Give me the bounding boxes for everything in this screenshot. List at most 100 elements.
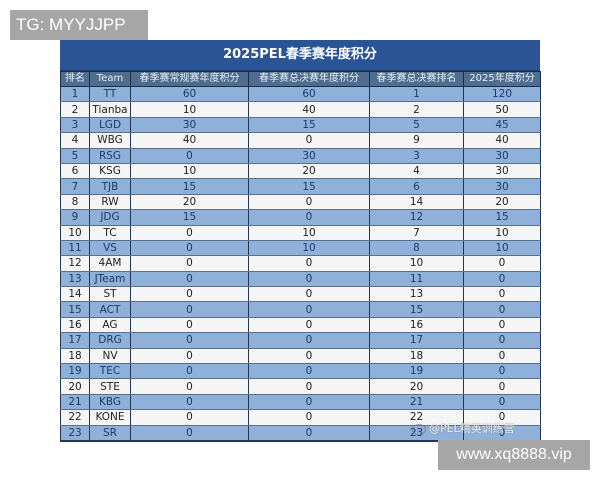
- cell-finals-points: 10: [248, 240, 370, 257]
- table-body: 1 TT 60 60 1 120 2 Tianba 10 40 2 50 3 LGD 30 15 5 45 4 WBG…: [60, 86, 541, 442]
- cell-rank: 21: [60, 394, 90, 411]
- weibo-icon: [412, 423, 426, 435]
- cell-regular-points: 20: [130, 194, 249, 211]
- cell-regular-points: 0: [130, 394, 249, 411]
- cell-finals-rank: 9: [369, 132, 464, 149]
- cell-regular-points: 0: [130, 363, 249, 380]
- cell-total-points: 0: [463, 301, 541, 318]
- cell-finals-points: 0: [248, 255, 370, 272]
- table-row: 16 AG 0 0 16 0: [60, 317, 541, 334]
- table-row: 21 KBG 0 0 21 0: [60, 394, 541, 411]
- cell-regular-points: 0: [130, 332, 249, 349]
- cell-team: SR: [89, 425, 131, 442]
- cell-rank: 23: [60, 425, 90, 442]
- table-row: 22 KONE 0 0 22 0: [60, 409, 541, 426]
- cell-finals-points: 0: [248, 425, 370, 442]
- cell-regular-points: 15: [130, 178, 249, 195]
- cell-total-points: 0: [463, 286, 541, 303]
- cell-rank: 22: [60, 409, 90, 426]
- cell-total-points: 30: [463, 178, 541, 195]
- cell-finals-points: 0: [248, 301, 370, 318]
- cell-total-points: 120: [463, 86, 541, 103]
- cell-regular-points: 0: [130, 286, 249, 303]
- cell-finals-rank: 14: [369, 194, 464, 211]
- cell-regular-points: 0: [130, 148, 249, 164]
- cell-rank: 1: [60, 86, 90, 103]
- cell-rank: 18: [60, 348, 90, 365]
- cell-team: TT: [89, 86, 131, 103]
- cell-team: WBG: [89, 132, 131, 149]
- cell-team: RW: [89, 194, 131, 211]
- cell-finals-rank: 5: [369, 117, 464, 134]
- cell-finals-rank: 20: [369, 378, 464, 395]
- cell-rank: 11: [60, 240, 90, 257]
- cell-team: TC: [89, 225, 131, 241]
- cell-regular-points: 0: [130, 271, 249, 288]
- cell-finals-points: 0: [248, 363, 370, 380]
- table-row: 12 4AM 0 0 10 0: [60, 255, 541, 272]
- cell-team: KONE: [89, 409, 131, 426]
- cell-finals-points: 0: [248, 409, 370, 426]
- cell-rank: 14: [60, 286, 90, 303]
- cell-finals-points: 0: [248, 271, 370, 288]
- cell-finals-rank: 15: [369, 301, 464, 318]
- cell-regular-points: 10: [130, 163, 249, 180]
- standings-table: 排名 Team 春季赛常规赛年度积分 春季赛总决赛年度积分 春季赛总决赛排名 2…: [60, 71, 541, 442]
- cell-finals-points: 15: [248, 178, 370, 195]
- table-row: 1 TT 60 60 1 120: [60, 86, 541, 103]
- cell-team: NV: [89, 348, 131, 365]
- cell-finals-points: 20: [248, 163, 370, 180]
- cell-team: ST: [89, 286, 131, 303]
- cell-total-points: 40: [463, 132, 541, 149]
- cell-regular-points: 10: [130, 101, 249, 118]
- table-row: 18 NV 0 0 18 0: [60, 348, 541, 365]
- table-row: 13 JTeam 0 0 11 0: [60, 271, 541, 288]
- table-title: 2025PEL春季赛年度积分: [60, 40, 540, 71]
- cell-finals-rank: 22: [369, 409, 464, 426]
- cell-regular-points: 0: [130, 425, 249, 442]
- cell-finals-rank: 19: [369, 363, 464, 380]
- cell-rank: 4: [60, 132, 90, 149]
- cell-total-points: 45: [463, 117, 541, 134]
- cell-finals-rank: 21: [369, 394, 464, 411]
- header-total-points: 2025年度积分: [463, 71, 541, 87]
- cell-total-points: 20: [463, 194, 541, 211]
- cell-rank: 2: [60, 101, 90, 118]
- cell-total-points: 0: [463, 425, 541, 442]
- cell-team: STE: [89, 378, 131, 395]
- cell-total-points: 10: [463, 225, 541, 241]
- cell-total-points: 30: [463, 163, 541, 180]
- cell-finals-rank: 8: [369, 240, 464, 257]
- cell-rank: 13: [60, 271, 90, 288]
- cell-finals-points: 60: [248, 86, 370, 103]
- cell-regular-points: 0: [130, 317, 249, 334]
- cell-rank: 8: [60, 194, 90, 211]
- cell-total-points: 0: [463, 317, 541, 334]
- cell-regular-points: 0: [130, 301, 249, 318]
- cell-finals-points: 0: [248, 194, 370, 211]
- cell-rank: 9: [60, 209, 90, 226]
- header-team: Team: [89, 71, 131, 87]
- table-row: 3 LGD 30 15 5 45: [60, 117, 541, 134]
- cell-total-points: 50: [463, 101, 541, 118]
- cell-finals-points: 0: [248, 209, 370, 226]
- header-regular-points: 春季赛常规赛年度积分: [130, 71, 249, 87]
- cell-finals-points: 0: [248, 394, 370, 411]
- cell-finals-points: 0: [248, 317, 370, 334]
- cell-finals-rank: 12: [369, 209, 464, 226]
- header-row: 排名 Team 春季赛常规赛年度积分 春季赛总决赛年度积分 春季赛总决赛排名 2…: [60, 71, 541, 87]
- table-row: 6 KSG 10 20 4 30: [60, 163, 541, 180]
- cell-finals-rank: 13: [369, 286, 464, 303]
- cell-finals-rank: 10: [369, 255, 464, 272]
- cell-finals-points: 40: [248, 101, 370, 118]
- cell-finals-rank: 1: [369, 86, 464, 103]
- cell-team: AG: [89, 317, 131, 334]
- header-finals-rank: 春季赛总决赛排名: [369, 71, 464, 87]
- cell-regular-points: 0: [130, 240, 249, 257]
- cell-total-points: 0: [463, 394, 541, 411]
- cell-team: 4AM: [89, 255, 131, 272]
- table-row: 8 RW 20 0 14 20: [60, 194, 541, 211]
- table-row: 2 Tianba 10 40 2 50: [60, 101, 541, 118]
- cell-finals-rank: 2: [369, 101, 464, 118]
- weibo-watermark: @PEL精英训练营: [412, 420, 515, 436]
